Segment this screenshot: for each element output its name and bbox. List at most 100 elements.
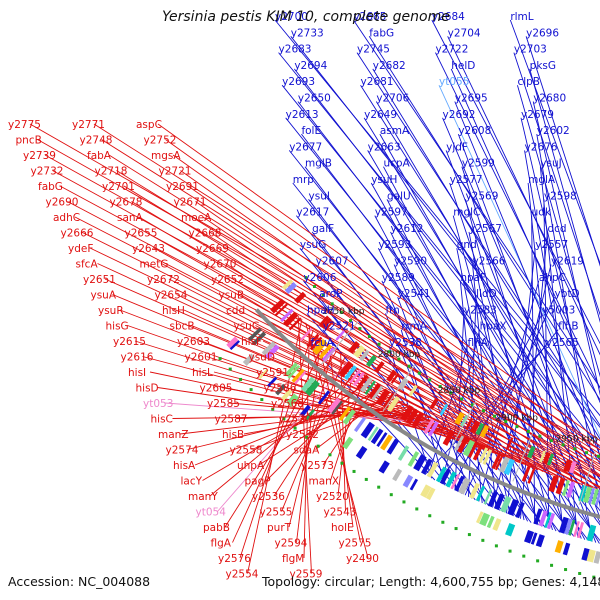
- forward-gene-label: y2589: [382, 272, 415, 284]
- guide-dot: [438, 384, 442, 388]
- gene-feature: [573, 520, 580, 538]
- gene-feature: [478, 447, 489, 464]
- gene-feature: [542, 451, 551, 465]
- forward-connector: [520, 117, 600, 459]
- reverse-gene-label: ydeF: [68, 243, 93, 255]
- forward-connector: [465, 199, 553, 531]
- forward-connector: [509, 19, 600, 265]
- reverse-gene-label: mgsA: [151, 150, 181, 162]
- scale-tick: [382, 364, 415, 412]
- gene-feature: [342, 409, 356, 425]
- guide-dot: [428, 514, 432, 518]
- gene-feature: [462, 439, 475, 457]
- map-title: Yersinia pestis KIM 10, complete genome: [162, 9, 450, 25]
- gene-feature: [324, 320, 335, 331]
- reverse-gene-label: sanA: [117, 212, 144, 224]
- gene-feature: [530, 532, 538, 545]
- gene-feature: [413, 454, 427, 472]
- gene-feature: [359, 377, 373, 393]
- forward-gene-label: y2590: [394, 256, 427, 268]
- guide-dot: [271, 407, 275, 411]
- forward-gene-label: y2649: [364, 109, 397, 121]
- reverse-gene-label: uhpA: [237, 460, 265, 472]
- gene-feature: [593, 551, 600, 564]
- guide-dot: [328, 453, 332, 457]
- gene-feature: [409, 478, 419, 491]
- reverse-gene-label: y2701: [102, 181, 135, 193]
- forward-gene-label: y2541: [398, 288, 431, 300]
- reverse-connector: [247, 319, 303, 574]
- gene-feature: [380, 434, 393, 451]
- forward-connector: [478, 280, 540, 502]
- gene-feature: [439, 468, 451, 485]
- forward-connector: [543, 199, 550, 529]
- gene-feature: [280, 308, 294, 323]
- forward-gene-label: ysuJ: [540, 158, 561, 170]
- guide-dot: [536, 559, 540, 563]
- reverse-gene-label: ysuC: [234, 321, 260, 333]
- reverse-gene-label: hisA: [173, 460, 196, 472]
- gene-feature: [495, 454, 504, 471]
- forward-gene-label: gnd: [457, 239, 477, 251]
- gene-feature: [493, 493, 505, 511]
- gene-feature: [281, 278, 294, 290]
- reverse-connector: [195, 201, 600, 483]
- gene-feature: [247, 327, 262, 342]
- forward-gene-label: yt055: [439, 76, 469, 88]
- gene-feature: [270, 298, 286, 314]
- reverse-gene-label: y2576: [218, 553, 251, 565]
- forward-connector: [472, 264, 497, 510]
- reverse-gene-label: y2592: [286, 429, 319, 441]
- forward-gene-label: folE: [301, 125, 321, 137]
- reverse-gene-label: hisB: [222, 429, 244, 441]
- reverse-gene-label: yt053: [143, 398, 173, 410]
- reverse-gene-label: y2586: [264, 383, 297, 395]
- gene-feature: [411, 411, 425, 428]
- reverse-connector: [217, 360, 350, 512]
- guide-dot: [316, 444, 320, 448]
- gene-feature: [475, 511, 484, 524]
- reverse-gene-label: hisF: [241, 336, 262, 348]
- reverse-gene-label: metG: [140, 259, 169, 271]
- reverse-gene-label: y2752: [144, 135, 177, 147]
- gene-feature: [287, 365, 301, 379]
- gene-feature: [467, 442, 478, 458]
- gene-feature: [306, 333, 320, 348]
- forward-gene-label: y2521: [323, 321, 356, 333]
- reverse-gene-label: y2575: [339, 538, 372, 550]
- guide-dot: [348, 319, 352, 323]
- gene-feature: [472, 444, 484, 461]
- gene-feature: [539, 450, 546, 463]
- forward-gene-label: y2680: [533, 93, 566, 105]
- guide-dot: [339, 310, 343, 314]
- reverse-gene-label: y2690: [46, 197, 79, 209]
- inner-dotted-guide: [304, 276, 600, 458]
- gene-feature: [420, 484, 432, 498]
- gene-feature: [392, 468, 403, 482]
- forward-gene-label: y2722: [435, 44, 468, 56]
- guide-dot: [467, 533, 471, 537]
- reverse-gene-label: hisL: [192, 367, 213, 379]
- gene-feature: [342, 436, 354, 450]
- forward-gene-label: y2577: [450, 174, 483, 186]
- gene-feature: [304, 379, 320, 397]
- gene-feature: [364, 380, 376, 395]
- forward-connector: [374, 215, 543, 527]
- reverse-gene-label: manY: [188, 491, 218, 503]
- guide-dot: [358, 327, 362, 331]
- gene-feature: [353, 345, 366, 358]
- reverse-gene-label: y2775: [8, 119, 41, 131]
- guide-dot: [564, 568, 568, 572]
- forward-gene-label: y2598: [544, 190, 577, 202]
- gene-feature: [498, 456, 510, 474]
- reverse-gene-label: y2536: [252, 491, 285, 503]
- gene-feature: [586, 549, 596, 563]
- reverse-gene-label: moeA: [181, 212, 212, 224]
- forward-gene-label: y2693: [282, 76, 315, 88]
- forward-gene-label: yjdF: [446, 141, 468, 153]
- reverse-gene-label: y2668: [189, 228, 222, 240]
- gene-feature: [483, 489, 493, 505]
- forward-gene-label: y2696: [526, 27, 559, 39]
- reverse-gene-label: flgA: [211, 538, 232, 550]
- reverse-connector: [316, 333, 361, 543]
